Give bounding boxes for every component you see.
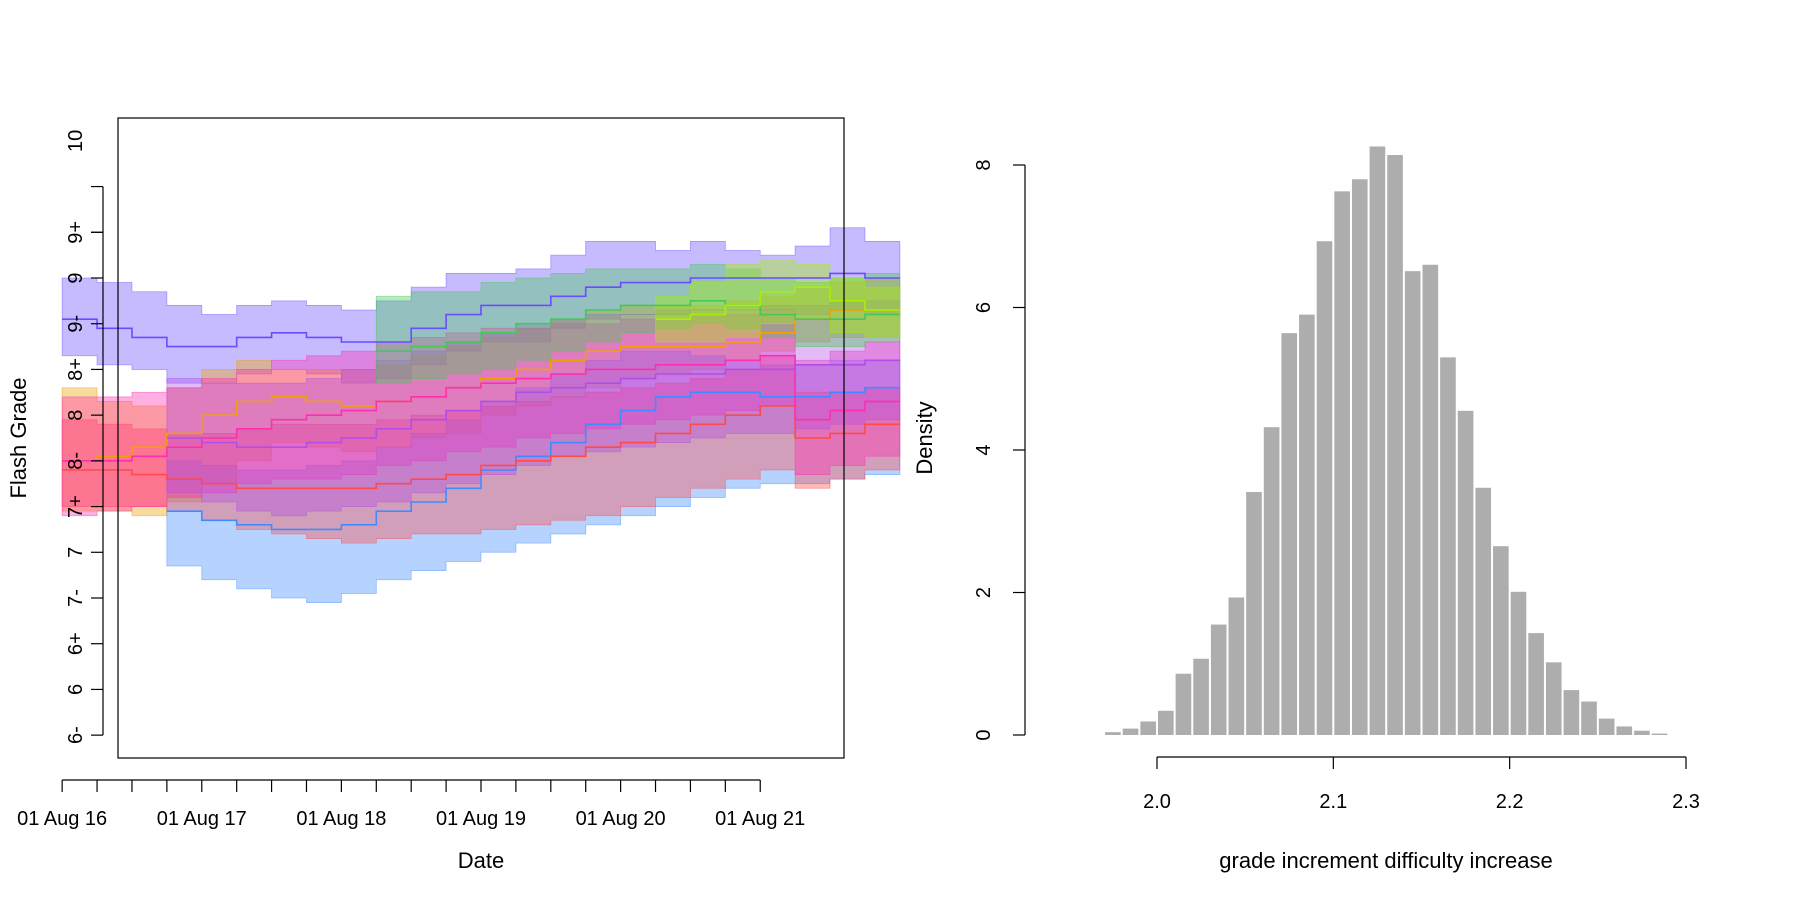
left-y-axis: 6- 6 6+ 7- 7 7+ 8- 8 8+ 9- 9 9+ 10 [65, 130, 104, 744]
left-plot-frame [117, 117, 845, 759]
right-chart: 2.0 2.1 2.2 2.3 0 2 4 6 8 grade increment diffi… [912, 146, 1700, 873]
histogram-bar [1440, 357, 1456, 735]
grade-median-line-2 [166, 386, 900, 531]
left-y-axis-title: Flash Grade [6, 377, 31, 498]
histogram-bar [1475, 487, 1492, 735]
histogram-bar [1140, 721, 1156, 735]
histogram-bar [1175, 673, 1192, 735]
left-y-tick-label: 6+ [65, 632, 87, 655]
histogram-bars [1105, 146, 1668, 736]
right-y-axis: 0 2 4 6 8 [973, 159, 1026, 741]
histogram-bar [1422, 264, 1439, 735]
right-y-tick-label: 4 [973, 444, 995, 455]
left-y-tick-label: 8 [65, 410, 87, 421]
left-x-axis-title: Date [458, 848, 504, 873]
right-y-axis-title: Density [912, 401, 937, 474]
right-y-tick-label: 6 [973, 302, 995, 313]
histogram-bar [1651, 733, 1668, 735]
right-y-tick-label: 8 [973, 159, 995, 170]
histogram-bar [1404, 271, 1421, 735]
histogram-bar [1263, 427, 1280, 735]
grade-band-6 [375, 263, 901, 384]
histogram-bar [1158, 710, 1174, 735]
histogram-bar [1334, 191, 1350, 736]
histogram-bar [1563, 690, 1580, 735]
histogram-bar [1457, 410, 1474, 735]
histogram-bar [1228, 597, 1245, 735]
left-x-tick-label: 01 Aug 20 [576, 808, 666, 830]
grade-median-line-0 [62, 272, 900, 348]
histogram-bar [1598, 718, 1615, 735]
left-y-tick-label: 8- [65, 452, 87, 470]
left-y-tick-label: 6 [65, 684, 87, 695]
left-y-tick-label: 7 [65, 547, 87, 558]
left-x-tick-label: 01 Aug 18 [296, 808, 386, 830]
histogram-bar [1351, 179, 1368, 735]
left-x-axis: 01 Aug 16 01 Aug 17 01 Aug 18 01 Aug 19 01 A… [17, 779, 805, 830]
grade-median-line-5 [166, 359, 900, 448]
histogram-bar [1387, 155, 1403, 735]
histogram-bar [1616, 726, 1633, 735]
histogram-bar [1210, 624, 1227, 735]
left-y-tick-label: 8+ [65, 358, 87, 381]
right-x-tick-label: 2.2 [1496, 791, 1524, 813]
histogram-bar [1581, 701, 1597, 735]
left-x-tick-label: 01 Aug 17 [157, 808, 247, 830]
grade-bands [61, 227, 901, 603]
grade-median-line-6 [376, 300, 900, 352]
histogram-bar [1246, 492, 1262, 735]
right-x-tick-label: 2.3 [1672, 791, 1700, 813]
left-chart: 01 Aug 16 01 Aug 17 01 Aug 18 01 Aug 19 01 A… [6, 117, 901, 873]
left-y-tick-label: 9+ [65, 221, 87, 244]
left-x-tick-label: 01 Aug 16 [17, 808, 107, 830]
histogram-bar [1369, 146, 1386, 736]
right-y-tick-label: 2 [973, 587, 995, 598]
left-x-tick-label: 01 Aug 19 [436, 808, 526, 830]
right-x-axis: 2.0 2.1 2.2 2.3 [1143, 756, 1700, 813]
histogram-bar [1493, 546, 1509, 735]
grade-band-7 [655, 259, 901, 343]
histogram-bar [1193, 658, 1209, 735]
right-x-tick-label: 2.0 [1143, 791, 1171, 813]
histogram-bar [1122, 728, 1139, 735]
histogram-bar [1281, 333, 1298, 735]
histogram-bar [1299, 314, 1315, 735]
left-y-tick-label: 6- [65, 726, 87, 744]
right-x-axis-title: grade increment difficulty increase [1219, 848, 1552, 873]
grade-median-line-7 [655, 286, 900, 320]
grade-median-lines [62, 272, 900, 531]
grade-band-4 [61, 309, 901, 517]
left-y-tick-label: 7- [65, 589, 87, 607]
left-x-tick-label: 01 Aug 21 [715, 808, 805, 830]
histogram-bar [1510, 591, 1527, 735]
histogram-bar [1545, 662, 1562, 735]
grade-median-line-3 [62, 405, 900, 490]
grade-median-line-4 [62, 354, 900, 462]
grade-band-5 [166, 300, 901, 517]
left-y-tick-label: 10 [65, 130, 87, 152]
right-x-tick-label: 2.1 [1319, 791, 1347, 813]
left-y-tick-label: 9 [65, 272, 87, 283]
histogram-bar [1105, 732, 1121, 735]
left-y-tick-label: 9- [65, 315, 87, 333]
histogram-bar [1528, 633, 1544, 735]
histogram-bar [1316, 241, 1333, 736]
histogram-bar [1634, 730, 1650, 735]
left-y-tick-label: 7+ [65, 495, 87, 518]
right-y-tick-label: 0 [973, 729, 995, 740]
